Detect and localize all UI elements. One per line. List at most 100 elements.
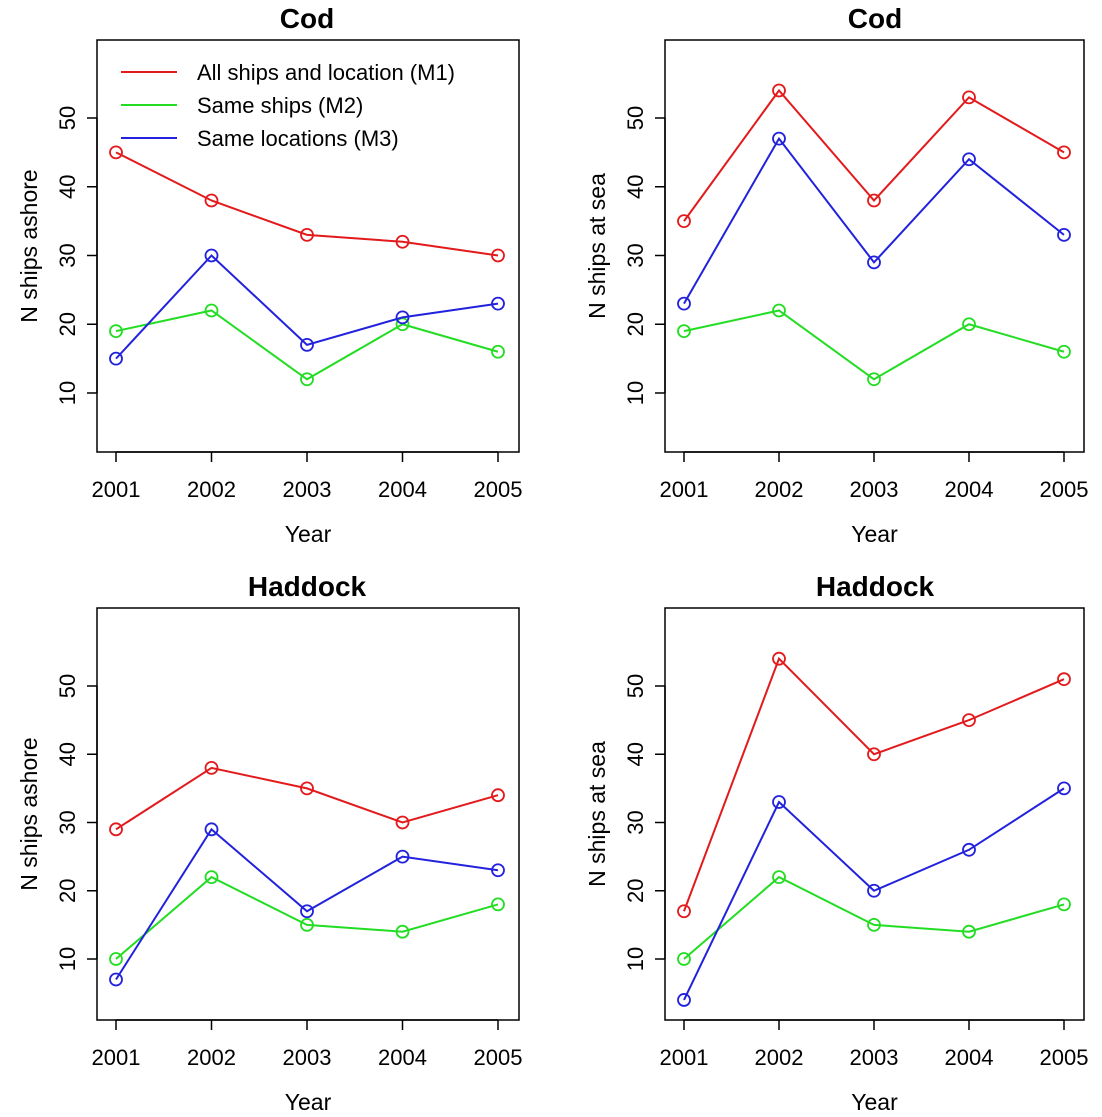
x-tick-label: 2004 bbox=[378, 1045, 427, 1070]
data-point bbox=[772, 651, 786, 666]
data-point bbox=[109, 952, 123, 966]
data-point bbox=[300, 372, 314, 387]
y-tick-label: 30 bbox=[623, 810, 648, 834]
y-axis: 10 20 30 40 50 bbox=[55, 674, 98, 971]
series-line bbox=[683, 136, 1065, 305]
x-tick-label: 2005 bbox=[474, 477, 523, 502]
data-point bbox=[772, 303, 786, 318]
chart-panel-4: Haddock 2001 2002 2003 2004 2005 Year 10 20 30 40 5… bbox=[584, 571, 1088, 1115]
data-point bbox=[109, 351, 123, 366]
y-tick-label: 50 bbox=[623, 674, 648, 698]
y-tick-label: 30 bbox=[55, 243, 80, 267]
series-1 bbox=[109, 761, 505, 837]
series-1 bbox=[109, 145, 505, 263]
legend-entry: Same ships (M2) bbox=[197, 93, 363, 118]
plot-frame bbox=[664, 39, 1085, 453]
data-point bbox=[962, 152, 976, 167]
data-point bbox=[109, 324, 123, 339]
data-point bbox=[395, 924, 410, 939]
data-point bbox=[491, 248, 505, 263]
series-2 bbox=[109, 303, 505, 387]
x-tick-label: 2001 bbox=[92, 1045, 141, 1070]
y-tick-label: 10 bbox=[623, 947, 648, 971]
series-1 bbox=[677, 83, 1071, 229]
data-point bbox=[1057, 227, 1071, 242]
series-3 bbox=[109, 248, 505, 366]
series-3 bbox=[677, 781, 1071, 1007]
series-1 bbox=[677, 651, 1071, 919]
y-tick-label: 10 bbox=[623, 381, 648, 405]
x-tick-label: 2004 bbox=[945, 477, 994, 502]
x-tick-label: 2002 bbox=[187, 477, 236, 502]
legend: All ships and location (M1) Same ships (M… bbox=[121, 60, 455, 151]
series-3 bbox=[109, 822, 505, 987]
y-tick-label: 40 bbox=[623, 742, 648, 766]
y-axis-label: N ships at sea bbox=[584, 741, 610, 887]
x-tick-label: 2002 bbox=[755, 477, 804, 502]
data-point bbox=[1057, 781, 1071, 796]
y-tick-label: 40 bbox=[623, 175, 648, 199]
x-axis-label: Year bbox=[851, 521, 898, 547]
y-tick-label: 50 bbox=[55, 674, 80, 698]
y-tick-label: 20 bbox=[623, 879, 648, 903]
data-point bbox=[491, 788, 505, 803]
data-point bbox=[1057, 897, 1071, 912]
data-point bbox=[867, 747, 881, 762]
series-2 bbox=[677, 303, 1071, 387]
series-line bbox=[115, 875, 499, 960]
y-axis: 10 20 30 40 50 bbox=[623, 106, 666, 405]
y-axis-label: N ships at sea bbox=[584, 173, 610, 319]
y-axis-label: N ships ashore bbox=[16, 737, 42, 890]
series-line bbox=[115, 766, 499, 831]
x-axis: 2001 2002 2003 2004 2005 bbox=[92, 451, 523, 502]
x-tick-label: 2005 bbox=[1040, 1045, 1089, 1070]
x-tick-label: 2003 bbox=[850, 1045, 899, 1070]
data-point bbox=[677, 324, 691, 339]
data-point bbox=[962, 317, 976, 332]
data-point bbox=[109, 822, 123, 837]
x-axis-label: Year bbox=[285, 521, 332, 547]
y-tick-label: 10 bbox=[55, 947, 80, 971]
data-point bbox=[204, 870, 219, 884]
y-tick-label: 30 bbox=[623, 243, 648, 267]
legend-entry: Same locations (M3) bbox=[197, 126, 399, 151]
x-axis: 2001 2002 2003 2004 2005 bbox=[660, 1019, 1089, 1070]
x-tick-label: 2005 bbox=[474, 1045, 523, 1070]
series-line bbox=[683, 875, 1065, 960]
x-tick-label: 2001 bbox=[660, 1045, 709, 1070]
series-line bbox=[683, 309, 1065, 381]
series-2 bbox=[109, 870, 505, 966]
y-tick-label: 10 bbox=[55, 381, 80, 405]
data-point bbox=[962, 842, 976, 857]
chart-panel-1: Cod 2001 2002 2003 2004 2005 Year 10 20 30 40 50 N s… bbox=[16, 3, 522, 547]
data-point bbox=[772, 795, 786, 809]
data-point bbox=[867, 193, 881, 208]
y-tick-label: 20 bbox=[55, 879, 80, 903]
y-tick-label: 40 bbox=[55, 742, 80, 766]
series-3 bbox=[677, 131, 1071, 311]
data-point bbox=[491, 863, 505, 878]
x-tick-label: 2005 bbox=[1040, 477, 1089, 502]
y-tick-label: 50 bbox=[623, 106, 648, 130]
data-point bbox=[1057, 672, 1071, 687]
data-point bbox=[300, 917, 314, 932]
x-axis-label: Year bbox=[285, 1089, 332, 1115]
data-point bbox=[772, 131, 786, 146]
data-point bbox=[204, 822, 219, 837]
series-line bbox=[115, 254, 499, 360]
data-point bbox=[109, 972, 123, 987]
data-point bbox=[867, 255, 881, 270]
data-point bbox=[867, 917, 881, 932]
data-point bbox=[491, 897, 505, 912]
data-point bbox=[962, 90, 976, 105]
x-tick-label: 2002 bbox=[187, 1045, 236, 1070]
data-point bbox=[300, 904, 314, 919]
panel-title: Haddock bbox=[248, 571, 367, 602]
chart-panel-3: Haddock 2001 2002 2003 2004 2005 Year 10 20 30 40 5… bbox=[16, 571, 522, 1115]
series-2 bbox=[677, 870, 1071, 966]
y-tick-label: 40 bbox=[55, 175, 80, 199]
data-point bbox=[204, 248, 219, 263]
x-tick-label: 2004 bbox=[945, 1045, 994, 1070]
data-point bbox=[1057, 145, 1071, 160]
